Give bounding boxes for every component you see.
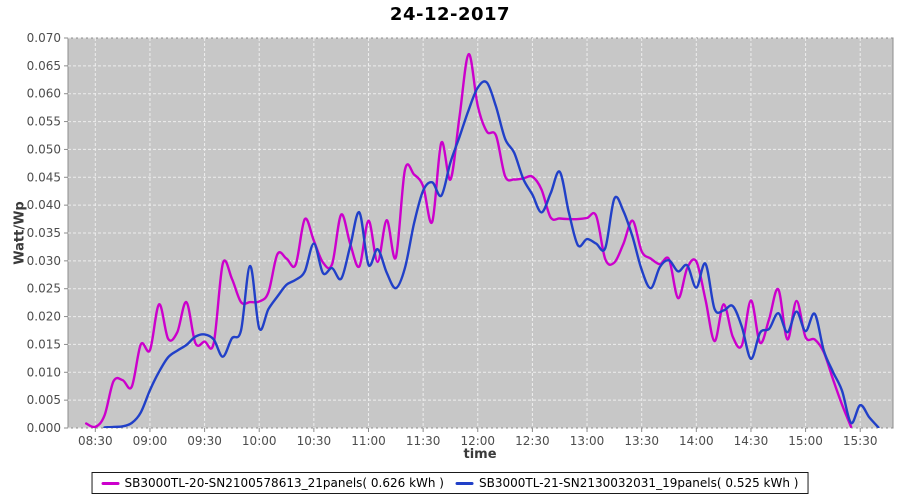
y-tick-label: 0.050 [27, 142, 61, 156]
chart-title: 24-12-2017 [389, 4, 511, 25]
legend-label-series-2: SB3000TL-21-SN2130032031_19panels( 0.525… [479, 476, 799, 490]
x-tick-label: 15:30 [843, 434, 878, 448]
x-tick-label: 08:30 [78, 434, 113, 448]
y-tick-label: 0.020 [27, 310, 61, 324]
x-tick-label: 10:00 [242, 434, 277, 448]
y-tick-label: 0.055 [27, 115, 61, 129]
x-tick-label: 12:30 [515, 434, 550, 448]
x-tick-label: 10:30 [297, 434, 332, 448]
y-tick-label: 0.045 [27, 170, 61, 184]
x-tick-label: 13:00 [570, 434, 605, 448]
x-axis-title: time [463, 447, 497, 462]
x-tick-label: 11:00 [351, 434, 386, 448]
x-tick-label: 14:00 [679, 434, 714, 448]
y-tick-label: 0.025 [27, 282, 61, 296]
y-tick-label: 0.030 [27, 254, 61, 268]
x-tick-label: 09:30 [187, 434, 222, 448]
y-tick-label: 0.035 [27, 226, 61, 240]
series-2-line-swatch [456, 481, 474, 485]
legend: SB3000TL-20-SN2100578613_21panels( 0.626… [91, 472, 809, 494]
y-tick-label: 0.000 [27, 421, 61, 435]
y-tick-label: 0.070 [27, 31, 61, 45]
legend-label-series-1: SB3000TL-20-SN2100578613_21panels( 0.626… [124, 476, 444, 490]
y-tick-label: 0.010 [27, 365, 61, 379]
series-line-1 [85, 52, 853, 428]
legend-item-series-2: SB3000TL-21-SN2130032031_19panels( 0.525… [456, 476, 798, 490]
x-tick-label: 14:30 [734, 434, 769, 448]
x-tick-label: 11:30 [406, 434, 441, 448]
y-tick-label: 0.060 [27, 87, 61, 101]
y-axis-title: Watt/Wp [12, 201, 28, 265]
x-tick-label: 12:00 [460, 434, 495, 448]
x-tick-label: 15:00 [788, 434, 823, 448]
series-1-line-swatch [101, 481, 120, 485]
x-tick-label: 13:30 [624, 434, 659, 448]
x-tick-label: 09:00 [133, 434, 168, 448]
y-tick-label: 0.015 [27, 337, 61, 351]
series-line-2 [103, 80, 880, 428]
y-tick-label: 0.005 [27, 393, 61, 407]
y-tick-label: 0.040 [27, 198, 61, 212]
y-tick-label: 0.065 [27, 59, 61, 73]
legend-item-series-1: SB3000TL-20-SN2100578613_21panels( 0.626… [101, 476, 444, 490]
